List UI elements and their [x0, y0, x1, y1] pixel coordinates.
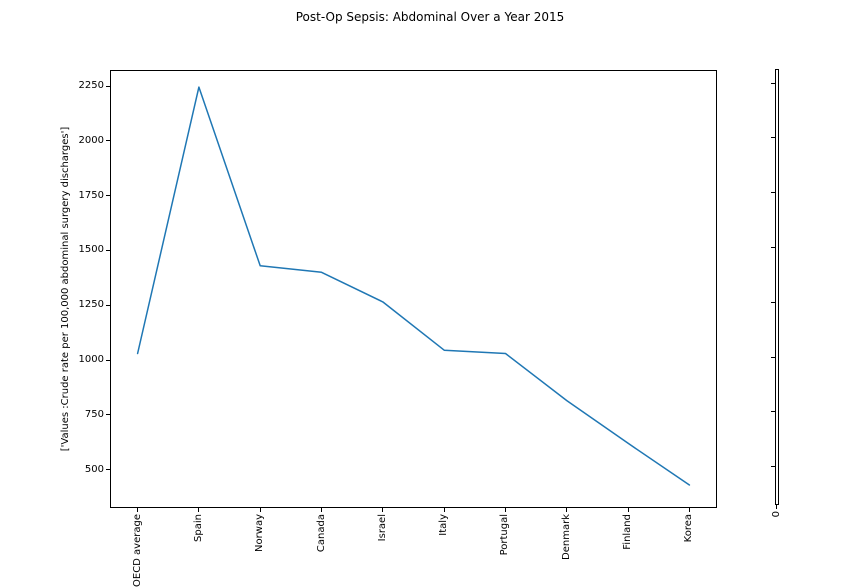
- secondary-y-tick-mark: [771, 356, 775, 358]
- y-tick-label: 1000: [78, 354, 104, 366]
- y-tick-mark: [106, 469, 110, 471]
- x-tick-mark: [627, 508, 629, 512]
- secondary-x-tick-mark: [776, 505, 777, 509]
- y-tick-mark: [106, 140, 110, 142]
- y-tick-mark: [106, 304, 110, 306]
- x-tick-label: Norway: [254, 514, 266, 552]
- secondary-y-tick-mark: [771, 192, 775, 194]
- x-tick-label: OECD average: [131, 514, 143, 587]
- x-tick-mark: [443, 508, 445, 512]
- x-tick-label: Finland: [622, 514, 634, 550]
- x-tick-label: Spain: [192, 514, 204, 542]
- x-tick-label: Italy: [438, 514, 450, 536]
- x-tick-label: Korea: [683, 514, 695, 543]
- x-tick-mark: [198, 508, 200, 512]
- y-tick-label: 1250: [78, 299, 104, 311]
- secondary-x-tick-label: 0: [771, 511, 782, 518]
- x-tick-label: Israel: [376, 514, 388, 542]
- x-tick-label: Denmark: [560, 514, 572, 560]
- y-tick-mark: [106, 195, 110, 197]
- y-tick-mark: [106, 249, 110, 251]
- y-tick-label: 2250: [78, 80, 104, 91]
- x-tick-mark: [688, 508, 690, 512]
- secondary-axes: [775, 69, 779, 505]
- y-tick-mark: [106, 414, 110, 416]
- secondary-y-tick-mark: [771, 246, 775, 248]
- x-tick-mark: [321, 508, 323, 512]
- line-series-plot: [136, 86, 691, 486]
- x-tick-label: Portugal: [499, 514, 511, 556]
- x-tick-mark: [382, 508, 384, 512]
- secondary-y-tick-mark: [771, 137, 775, 139]
- y-tick-label: 1500: [78, 244, 104, 256]
- secondary-y-tick-mark: [771, 466, 775, 468]
- series-line: [136, 86, 691, 486]
- y-tick-label: 2000: [78, 134, 104, 146]
- x-tick-mark: [259, 508, 261, 512]
- y-tick-label: 1750: [78, 189, 104, 201]
- secondary-y-tick-mark: [771, 82, 775, 84]
- chart-title: Post-Op Sepsis: Abdominal Over a Year 20…: [295, 10, 565, 24]
- x-tick-mark: [504, 508, 506, 512]
- y-tick-label: 750: [84, 408, 104, 420]
- secondary-y-tick-mark: [771, 411, 775, 413]
- secondary-y-tick-mark: [771, 301, 775, 303]
- y-tick-mark: [106, 359, 110, 361]
- x-tick-mark: [137, 508, 139, 512]
- y-tick-label: 500: [84, 463, 104, 475]
- y-axis-label: ['Values :Crude rate per 100,000 abdomin…: [60, 126, 71, 452]
- y-tick-mark: [106, 85, 110, 87]
- x-tick-label: Canada: [315, 514, 327, 553]
- x-tick-mark: [566, 508, 568, 512]
